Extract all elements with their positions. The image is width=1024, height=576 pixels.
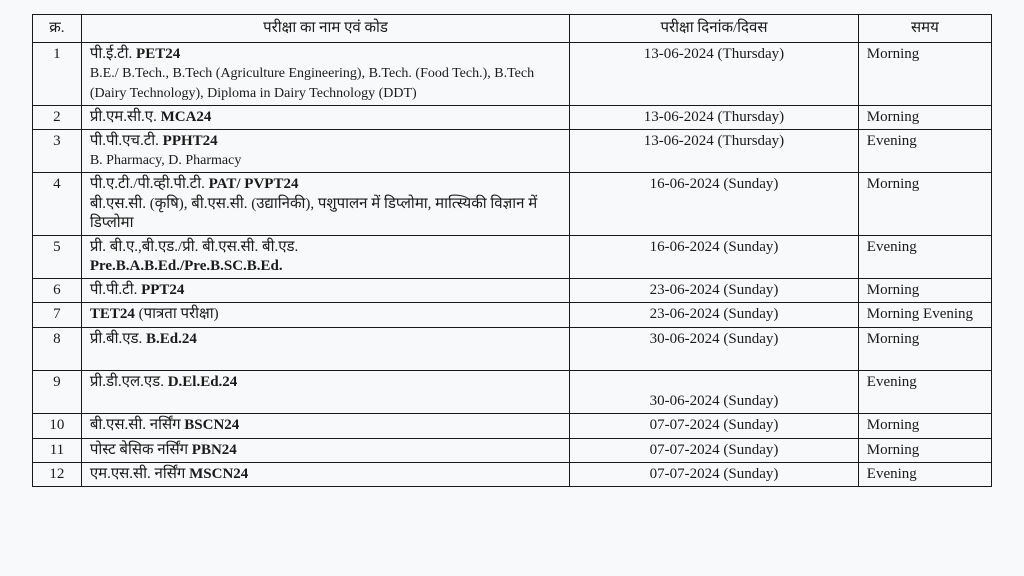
cell-sn: 12 bbox=[33, 462, 82, 486]
cell-exam-name: पी.ई.टी. PET24B.E./ B.Tech., B.Tech (Agr… bbox=[81, 43, 569, 106]
cell-sn: 1 bbox=[33, 43, 82, 106]
cell-exam-name: बी.एस.सी. नर्सिंग BSCN24 bbox=[81, 414, 569, 438]
cell-sn: 6 bbox=[33, 279, 82, 303]
cell-exam-name: TET24 (पात्रता परीक्षा) bbox=[81, 303, 569, 327]
cell-time: Morning Evening bbox=[858, 303, 991, 327]
cell-exam-name: प्री.डी.एल.एड. D.El.Ed.24 bbox=[81, 371, 569, 414]
table-row: 10बी.एस.सी. नर्सिंग BSCN2407-07-2024 (Su… bbox=[33, 414, 992, 438]
table-row: 8प्री.बी.एड. B.Ed.24 30-06-2024 (Sunday)… bbox=[33, 327, 992, 370]
header-name: परीक्षा का नाम एवं कोड bbox=[81, 15, 569, 43]
table-row: 9प्री.डी.एल.एड. D.El.Ed.24 30-06-2024 (S… bbox=[33, 371, 992, 414]
cell-date: 13-06-2024 (Thursday) bbox=[570, 129, 859, 172]
cell-time: Morning bbox=[858, 438, 991, 462]
cell-sn: 2 bbox=[33, 105, 82, 129]
cell-date: 07-07-2024 (Sunday) bbox=[570, 462, 859, 486]
cell-sn: 3 bbox=[33, 129, 82, 172]
cell-date: 13-06-2024 (Thursday) bbox=[570, 43, 859, 106]
cell-sn: 5 bbox=[33, 235, 82, 278]
cell-exam-name: पोस्ट बेसिक नर्सिंग PBN24 bbox=[81, 438, 569, 462]
cell-date: 13-06-2024 (Thursday) bbox=[570, 105, 859, 129]
table-header: क्र. परीक्षा का नाम एवं कोड परीक्षा दिना… bbox=[33, 15, 992, 43]
cell-date: 30-06-2024 (Sunday) bbox=[570, 327, 859, 370]
header-sn: क्र. bbox=[33, 15, 82, 43]
cell-date: 30-06-2024 (Sunday) bbox=[570, 371, 859, 414]
cell-time: Morning bbox=[858, 414, 991, 438]
cell-date: 16-06-2024 (Sunday) bbox=[570, 173, 859, 236]
table-row: 2प्री.एम.सी.ए. MCA2413-06-2024 (Thursday… bbox=[33, 105, 992, 129]
cell-date: 07-07-2024 (Sunday) bbox=[570, 438, 859, 462]
cell-time: Evening bbox=[858, 129, 991, 172]
table-row: 7TET24 (पात्रता परीक्षा)23-06-2024 (Sund… bbox=[33, 303, 992, 327]
cell-date: 23-06-2024 (Sunday) bbox=[570, 303, 859, 327]
cell-sn: 8 bbox=[33, 327, 82, 370]
table-row: 6पी.पी.टी. PPT2423-06-2024 (Sunday)Morni… bbox=[33, 279, 992, 303]
cell-time: Evening bbox=[858, 235, 991, 278]
cell-exam-name: पी.ए.टी./पी.व्ही.पी.टी. PAT/ PVPT24बी.एस… bbox=[81, 173, 569, 236]
cell-sn: 4 bbox=[33, 173, 82, 236]
header-date: परीक्षा दिनांक/दिवस bbox=[570, 15, 859, 43]
table-row: 3पी.पी.एच.टी. PPHT24B. Pharmacy, D. Phar… bbox=[33, 129, 992, 172]
cell-sn: 11 bbox=[33, 438, 82, 462]
table-row: 11पोस्ट बेसिक नर्सिंग PBN2407-07-2024 (S… bbox=[33, 438, 992, 462]
cell-time: Morning bbox=[858, 105, 991, 129]
cell-exam-name: पी.पी.टी. PPT24 bbox=[81, 279, 569, 303]
cell-exam-name: प्री.बी.एड. B.Ed.24 bbox=[81, 327, 569, 370]
cell-exam-name: पी.पी.एच.टी. PPHT24B. Pharmacy, D. Pharm… bbox=[81, 129, 569, 172]
cell-sn: 9 bbox=[33, 371, 82, 414]
cell-date: 16-06-2024 (Sunday) bbox=[570, 235, 859, 278]
cell-time: Morning bbox=[858, 279, 991, 303]
cell-sn: 10 bbox=[33, 414, 82, 438]
cell-time: Evening bbox=[858, 462, 991, 486]
cell-exam-name: एम.एस.सी. नर्सिंग MSCN24 bbox=[81, 462, 569, 486]
cell-exam-name: प्री. बी.ए.,बी.एड./प्री. बी.एस.सी. बी.एड… bbox=[81, 235, 569, 278]
table-body: 1पी.ई.टी. PET24B.E./ B.Tech., B.Tech (Ag… bbox=[33, 43, 992, 487]
table-row: 1पी.ई.टी. PET24B.E./ B.Tech., B.Tech (Ag… bbox=[33, 43, 992, 106]
table-row: 12एम.एस.सी. नर्सिंग MSCN2407-07-2024 (Su… bbox=[33, 462, 992, 486]
exam-schedule-table: क्र. परीक्षा का नाम एवं कोड परीक्षा दिना… bbox=[32, 14, 992, 487]
cell-time: Morning bbox=[858, 327, 991, 370]
header-time: समय bbox=[858, 15, 991, 43]
cell-time: Evening bbox=[858, 371, 991, 414]
cell-sn: 7 bbox=[33, 303, 82, 327]
cell-exam-name: प्री.एम.सी.ए. MCA24 bbox=[81, 105, 569, 129]
cell-time: Morning bbox=[858, 43, 991, 106]
table-row: 4पी.ए.टी./पी.व्ही.पी.टी. PAT/ PVPT24बी.ए… bbox=[33, 173, 992, 236]
cell-date: 23-06-2024 (Sunday) bbox=[570, 279, 859, 303]
table-row: 5प्री. बी.ए.,बी.एड./प्री. बी.एस.सी. बी.ए… bbox=[33, 235, 992, 278]
cell-date: 07-07-2024 (Sunday) bbox=[570, 414, 859, 438]
cell-time: Morning bbox=[858, 173, 991, 236]
